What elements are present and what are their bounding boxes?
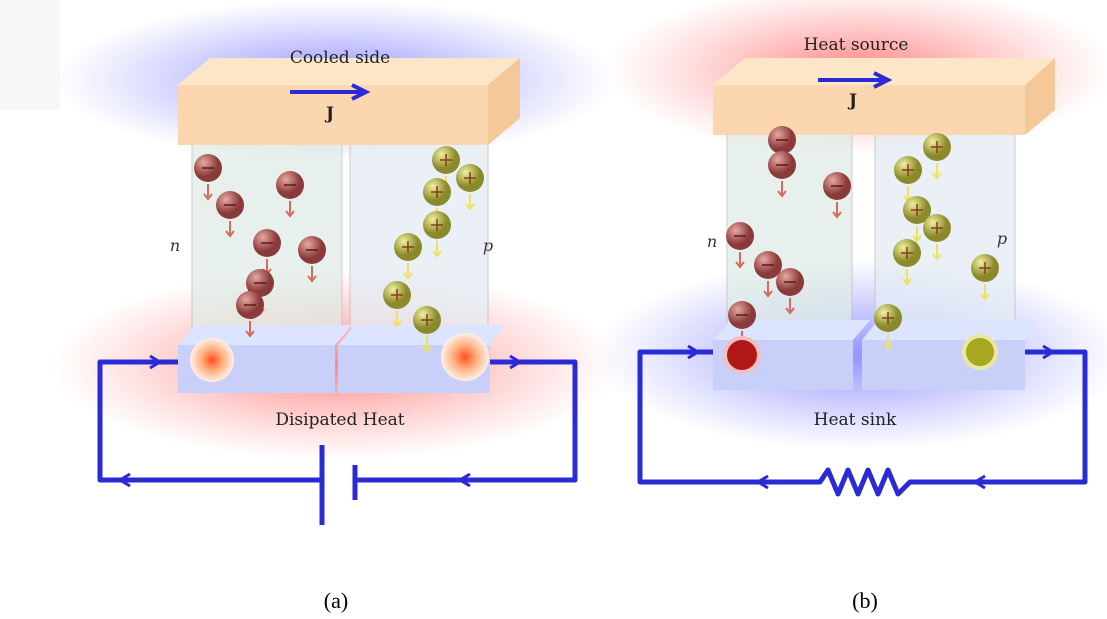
n-label: n: [707, 232, 717, 251]
caption: (a): [324, 588, 348, 613]
top-label: Cooled side: [290, 48, 390, 68]
heat-spot: [441, 333, 489, 381]
top-plate: [713, 85, 1025, 135]
corner-mark: [0, 0, 60, 110]
current-label: J: [324, 104, 334, 124]
top-label: Heat source: [804, 35, 909, 55]
n-label: n: [170, 236, 180, 255]
hole-hot: [964, 336, 996, 368]
panel-a: Cooled side J n p Disipated Heat (a): [0, 0, 620, 613]
panel-b: Heat source J n p Heat sink (b): [595, 0, 1107, 613]
figure: Cooled side J n p Disipated Heat (a) H: [0, 0, 1107, 619]
heat-spot: [190, 338, 234, 382]
p-label: p: [997, 229, 1007, 248]
bottom-label: Heat sink: [814, 410, 897, 430]
caption: (b): [852, 588, 878, 613]
electron-hot: [725, 338, 759, 372]
current-label: J: [847, 91, 857, 111]
p-label: p: [483, 236, 493, 255]
bottom-label: Disipated Heat: [275, 410, 404, 430]
